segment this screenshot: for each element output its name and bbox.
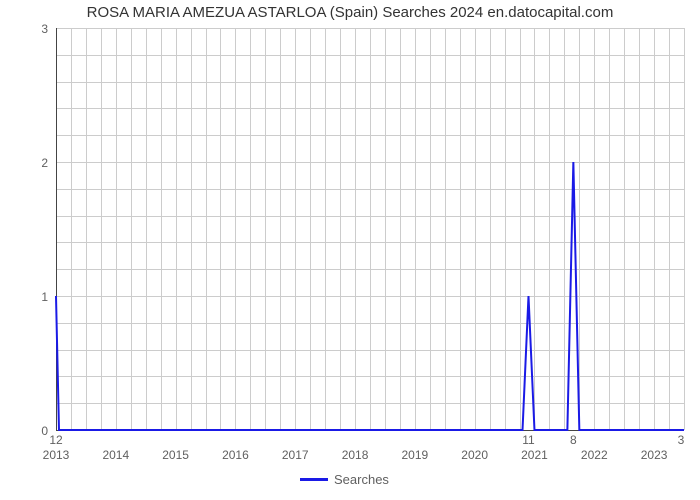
x-tick-label: 2013 [43, 448, 70, 462]
x-tick-label: 2015 [162, 448, 189, 462]
gridline-vertical [684, 28, 685, 430]
chart-title: ROSA MARIA AMEZUA ASTARLOA (Spain) Searc… [0, 4, 700, 21]
x-tick-label: 2022 [581, 448, 608, 462]
spike-count-label: 11 [522, 433, 534, 447]
spike-count-label: 8 [570, 433, 577, 447]
x-tick-label: 2020 [461, 448, 488, 462]
x-tick-label: 2023 [641, 448, 668, 462]
x-tick-label: 2021 [521, 448, 548, 462]
legend: Searches [300, 472, 389, 487]
y-tick-label: 2 [41, 156, 48, 170]
x-tick-label: 2019 [401, 448, 428, 462]
y-tick-label: 3 [41, 22, 48, 36]
spike-count-label: 12 [49, 433, 62, 447]
spike-count-label: 3 [678, 433, 685, 447]
x-tick-label: 2014 [102, 448, 129, 462]
legend-swatch [300, 478, 328, 481]
x-tick-label: 2017 [282, 448, 309, 462]
chart-container: { "chart": { "type": "line", "title": "R… [0, 0, 700, 500]
y-tick-label: 1 [41, 290, 48, 304]
legend-label: Searches [334, 472, 389, 487]
x-tick-label: 2018 [342, 448, 369, 462]
series-line [56, 28, 684, 430]
x-tick-label: 2016 [222, 448, 249, 462]
y-tick-label: 0 [41, 424, 48, 438]
plot-area [56, 28, 684, 430]
